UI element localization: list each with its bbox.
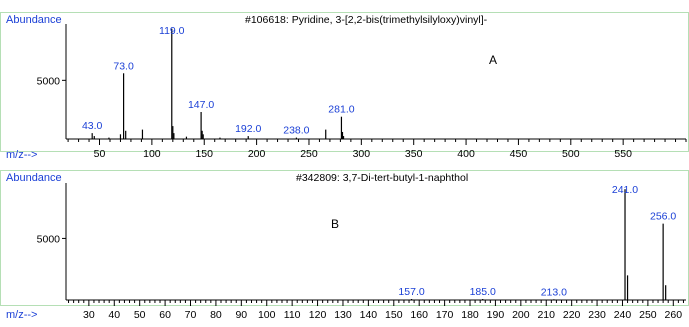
panel-a-peak-label-43: 43.0	[82, 120, 103, 132]
panel-b-x-tick-label: 240	[614, 309, 632, 321]
panel-a-x-tick-label: 250	[300, 148, 318, 160]
panel-a-peak-label-73: 73.0	[113, 60, 134, 72]
panel-b-x-tick-label: 260	[665, 309, 683, 321]
panel-b-peak-label-213: 213.0	[541, 286, 567, 298]
panel-a-x-tick-label: 50	[94, 148, 106, 160]
panel-b-x-tick-label: 150	[385, 309, 403, 321]
panel-a-y-tick-label: 5000	[37, 75, 61, 87]
panel-b-x-tick-label: 130	[334, 309, 352, 321]
panel-a-peak-label-281: 281.0	[328, 104, 354, 116]
panel-a-letter: A	[489, 53, 497, 67]
panel-b-peak-label-256: 256.0	[650, 211, 676, 223]
panel-a-peak-label-119: 119.0	[159, 25, 185, 37]
panel-a-xlabel: m/z-->	[6, 149, 37, 161]
panel-a-x-tick-label: 350	[405, 148, 423, 160]
panel-b-x-tick-label: 80	[210, 309, 222, 321]
panel-a-frame	[0, 12, 689, 152]
panel-a-plot: 5000 50 100 150 200 250 300 350 400 450 500 550 43.0…	[37, 24, 687, 160]
panel-b-peak-label-157: 157.0	[398, 286, 424, 298]
panel-a-x-tick-label: 550	[614, 148, 632, 160]
panel-a-x-tick-label: 150	[195, 148, 213, 160]
panel-b-x-tick-label: 30	[83, 309, 95, 321]
panel-b-plot: 5000 30 40 50 60 70 80 90 100 110 120 130 140 150 160 1…	[37, 183, 686, 321]
panel-a-x-tick-label: 500	[562, 148, 580, 160]
panel-b-x-tick-label: 60	[159, 309, 171, 321]
panel-b-title: #342809: 3,7-Di-tert-butyl-1-naphthol	[296, 172, 468, 184]
panel-b-xlabel: m/z-->	[6, 309, 37, 321]
panel-a-x-tick-label: 450	[510, 148, 528, 160]
panel-a-x-tick-label: 200	[248, 148, 266, 160]
panel-b-x-tick-label: 100	[258, 309, 276, 321]
panel-b-ylabel: Abundance	[6, 172, 62, 184]
panel-b-x-tick-label: 170	[436, 309, 454, 321]
panel-b-frame	[0, 170, 689, 306]
panel-b-x-tick-label: 140	[360, 309, 378, 321]
panel-a-ylabel: Abundance	[6, 14, 62, 26]
panel-a-peak-label-192: 192.0	[235, 123, 261, 135]
panel-a-peak-label-147: 147.0	[188, 99, 214, 111]
panel-b-x-tick-label: 250	[639, 309, 657, 321]
panel-b-x-tick-label: 160	[410, 309, 428, 321]
panel-b-peak-label-185: 185.0	[470, 286, 496, 298]
panel-b-x-tick-label: 200	[512, 309, 530, 321]
panel-b-x-tick-label: 220	[563, 309, 581, 321]
panel-b-x-tick-label: 70	[185, 309, 197, 321]
panel-b-y-tick-label: 5000	[37, 233, 61, 245]
panel-b-x-tick-label: 40	[108, 309, 120, 321]
panel-b-x-tick-label: 120	[309, 309, 327, 321]
panel-b-x-tick-label: 230	[588, 309, 606, 321]
panel-b-peak-label-241: 241.0	[612, 184, 638, 196]
panel-b-x-tick-label: 180	[461, 309, 479, 321]
panel-a-peak-label-238: 238.0	[283, 125, 309, 137]
panel-b-letter: B	[331, 217, 339, 231]
spectrum-panel-b: Abundance #342809: 3,7-Di-tert-butyl-1-n…	[0, 170, 689, 321]
panel-a-x-tick-label: 300	[353, 148, 371, 160]
panel-b-x-tick-label: 190	[487, 309, 505, 321]
panel-b-x-tick-label: 50	[134, 309, 146, 321]
panel-a-title: #106618: Pyridine, 3-[2,2-bis(trimethyls…	[245, 14, 488, 26]
panel-a-x-tick-label: 100	[143, 148, 161, 160]
panel-b-x-tick-label: 110	[284, 309, 301, 321]
panel-a-x-tick-label: 400	[457, 148, 475, 160]
spectrum-panel-a: Abundance #106618: Pyridine, 3-[2,2-bis(…	[0, 12, 689, 161]
panel-b-x-tick-label: 210	[537, 309, 555, 321]
panel-b-x-tick-label: 90	[235, 309, 247, 321]
